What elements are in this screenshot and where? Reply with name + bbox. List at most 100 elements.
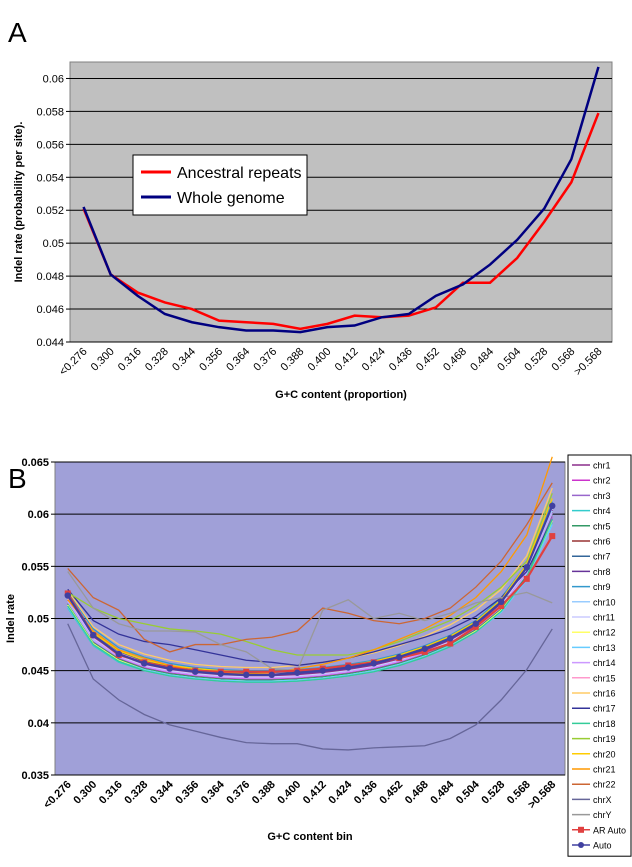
- point: [115, 650, 122, 658]
- legend-label: chr1: [593, 461, 611, 471]
- point: [294, 669, 301, 676]
- panel-label: B: [8, 463, 27, 494]
- x-tick-label: 0.344: [170, 346, 198, 374]
- series-line: [67, 493, 553, 656]
- series-line: [67, 623, 553, 751]
- y-tick-label: 0.05: [28, 614, 49, 626]
- legend-label: chr17: [593, 704, 616, 714]
- x-tick-label: 0.424: [326, 778, 355, 807]
- x-tick-label: 0.356: [173, 779, 201, 807]
- legend-label: Ancestral repeats: [177, 165, 302, 182]
- y-tick-label: 0.065: [21, 457, 49, 469]
- x-tick-label: 0.468: [441, 346, 469, 374]
- x-tick-label: 0.504: [454, 778, 483, 807]
- x-tick-label: 0.400: [275, 779, 303, 807]
- point: [472, 620, 479, 627]
- legend-label: chr7: [593, 552, 611, 562]
- series-line: [67, 456, 553, 675]
- x-tick-label: 0.316: [97, 779, 125, 807]
- point: [166, 665, 173, 672]
- point: [523, 575, 530, 582]
- x-axis-title: G+C content (proportion): [275, 389, 407, 401]
- series-line: [67, 513, 553, 681]
- y-tick-label: 0.035: [21, 770, 49, 782]
- x-tick-label: 0.388: [250, 779, 278, 807]
- y-tick-label: 0.056: [36, 139, 64, 151]
- legend-label: chr9: [593, 582, 611, 592]
- y-axis-title: Indel rate: [5, 594, 17, 643]
- series-line: [67, 571, 553, 672]
- legend-label: chr20: [593, 749, 616, 759]
- x-tick-label: 0.328: [122, 779, 150, 807]
- legend-label: chr16: [593, 689, 616, 699]
- legend-marker: [578, 826, 584, 833]
- x-tick-label: <0.276: [57, 346, 89, 378]
- series-line: [66, 505, 554, 676]
- y-tick-label: 0.06: [28, 509, 49, 521]
- point: [345, 664, 352, 671]
- y-tick-label: 0.055: [21, 561, 49, 573]
- legend-label: chr3: [593, 491, 611, 501]
- legend-label: chr19: [593, 734, 616, 744]
- legend-label: chr10: [593, 597, 616, 607]
- x-tick-label: 0.452: [414, 346, 442, 374]
- point: [192, 668, 199, 675]
- legend-label: chr13: [593, 643, 616, 653]
- point: [549, 533, 556, 540]
- x-tick-label: 0.528: [479, 779, 507, 807]
- point: [268, 671, 275, 679]
- y-tick-label: 0.046: [36, 304, 64, 316]
- x-tick-label: 0.412: [301, 779, 329, 807]
- x-tick-label: 0.484: [428, 778, 457, 807]
- x-tick-label: 0.528: [522, 346, 550, 374]
- legend-label: chr22: [593, 780, 616, 790]
- legend-box: [132, 154, 308, 216]
- x-tick-label: 0.484: [468, 346, 496, 374]
- legend-label: chr14: [593, 658, 616, 668]
- y-tick-label: 0.04: [28, 718, 50, 730]
- x-tick-label: 0.328: [143, 346, 171, 374]
- series-line: [82, 112, 600, 331]
- legend-label: chr5: [593, 521, 611, 531]
- y-tick-label: 0.044: [36, 337, 64, 349]
- x-tick-label: 0.412: [333, 346, 361, 374]
- legend-label: chrY: [593, 810, 612, 820]
- point: [217, 670, 224, 677]
- legend-label: chr6: [593, 537, 611, 547]
- legend-label: Whole genome: [177, 190, 285, 207]
- legend-label: chr11: [593, 613, 615, 623]
- x-tick-label: 0.504: [495, 346, 523, 374]
- point: [370, 660, 377, 667]
- legend-box: [567, 454, 632, 857]
- point: [447, 635, 454, 642]
- x-tick-label: 0.300: [89, 346, 117, 374]
- point: [90, 631, 97, 639]
- x-tick-label: 0.400: [306, 346, 334, 374]
- x-tick-label: 0.452: [377, 779, 405, 807]
- legend-marker: [578, 842, 584, 848]
- point: [498, 598, 505, 606]
- x-tick-label: 0.436: [352, 779, 380, 807]
- legend-label: chrX: [593, 795, 612, 805]
- panel-label: A: [8, 17, 27, 48]
- legend-label: chr21: [593, 765, 616, 775]
- y-tick-label: 0.054: [36, 172, 64, 184]
- x-tick-label: 0.388: [279, 346, 307, 374]
- x-tick-label: 0.436: [387, 346, 415, 374]
- x-tick-label: 0.316: [116, 346, 144, 374]
- legend-label: Auto: [593, 841, 612, 851]
- x-tick-label: 0.364: [224, 346, 252, 374]
- x-tick-label: 0.356: [197, 346, 225, 374]
- point: [523, 564, 530, 571]
- y-tick-label: 0.06: [43, 73, 64, 85]
- x-tick-label: 0.376: [251, 346, 279, 374]
- y-tick-label: 0.052: [36, 205, 64, 217]
- series-line: [67, 515, 553, 680]
- point: [498, 602, 505, 609]
- series-line: [67, 519, 553, 683]
- legend-label: chr18: [593, 719, 616, 729]
- point: [549, 502, 556, 510]
- x-tick-label: 0.364: [199, 778, 228, 807]
- x-tick-label: 0.424: [360, 346, 388, 374]
- legend-label: chr2: [593, 476, 611, 486]
